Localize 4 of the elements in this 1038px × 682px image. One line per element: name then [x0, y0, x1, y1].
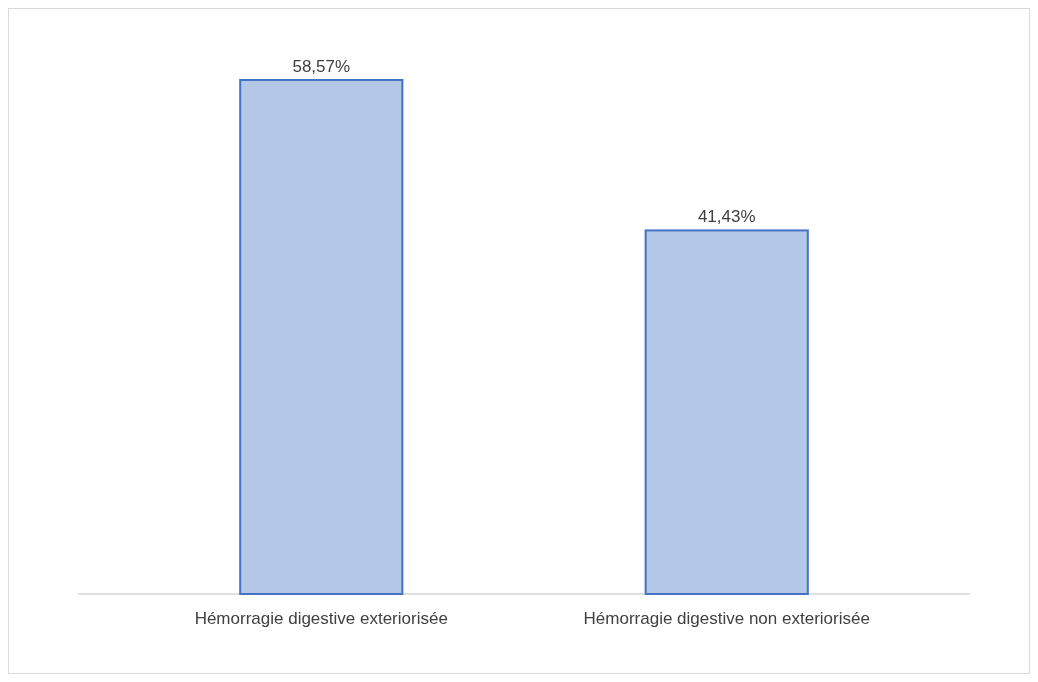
data-label: 41,43%	[697, 207, 756, 227]
data-label: 58,57%	[292, 57, 351, 76]
x-tick-label: Hémorragie digestive non exteriorisée	[583, 609, 870, 628]
x-tick-label: Hémorragie digestive exteriorisée	[194, 609, 448, 628]
